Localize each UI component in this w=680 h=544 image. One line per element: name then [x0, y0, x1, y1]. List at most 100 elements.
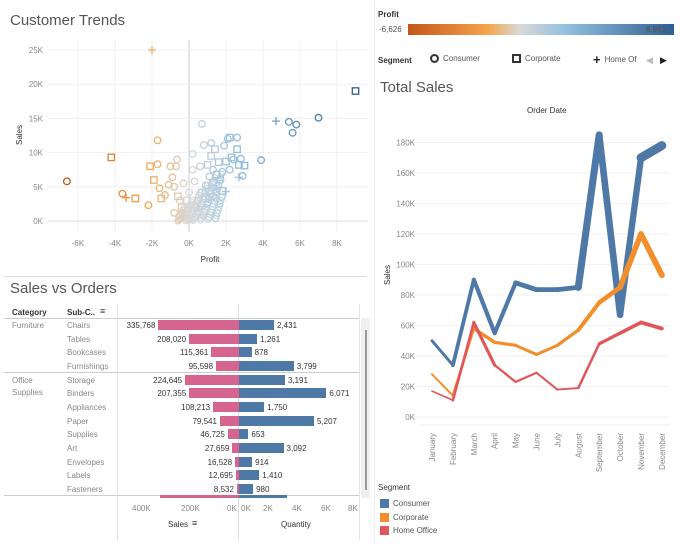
quantity-value-label: 1,261: [260, 334, 281, 344]
line-segment-corporate: [555, 328, 580, 347]
line-segment-consumer: [574, 131, 603, 291]
legend-item-corporate[interactable]: Corporate: [512, 54, 561, 63]
quantity-value-label: 653: [251, 430, 265, 440]
scatter-point-corporate: [149, 176, 158, 184]
quantity-bar[interactable]: [239, 443, 284, 454]
quantity-value-label: 5,207: [316, 416, 337, 426]
subcategory-label: Tables: [67, 334, 91, 344]
y-tick-label: 120K: [396, 230, 415, 239]
sales-bar[interactable]: [189, 333, 239, 344]
line-segment-home-office: [597, 331, 622, 346]
customer-trends-title: Customer Trends: [10, 12, 126, 29]
divider: [4, 318, 360, 319]
scatter-point-home-office: [234, 173, 243, 182]
legend-next-arrow-icon[interactable]: ▶: [660, 55, 667, 65]
quantity-bar[interactable]: [239, 456, 253, 467]
line-chart-header: Order Date: [527, 106, 567, 115]
x-tick-label: June: [533, 432, 542, 450]
scrollbar-thumb[interactable]: [365, 330, 367, 490]
color-legend-item[interactable]: Consumer: [380, 497, 437, 511]
sales-value-label: 108,213: [181, 403, 211, 413]
quantity-axis-label: Quantity: [281, 520, 311, 529]
scatter-point-corporate: [233, 145, 241, 154]
quantity-bar[interactable]: [239, 415, 314, 426]
sales-value-label: 208,020: [157, 334, 187, 344]
subcategory-label: Binders: [67, 389, 95, 399]
quantity-bar[interactable]: [239, 402, 265, 413]
scatter-point-consumer: [233, 133, 242, 142]
sales-tick: 200K: [181, 504, 200, 513]
line-segment-home-office: [535, 371, 559, 391]
sales-bar[interactable]: [219, 415, 239, 426]
line-segment-home-office: [451, 321, 476, 402]
scatter-point-cluster: [213, 188, 221, 196]
subcategory-label: Art: [67, 444, 78, 454]
sales-bar[interactable]: [158, 320, 239, 330]
quantity-bar[interactable]: [239, 361, 294, 371]
sales-bar[interactable]: [189, 388, 239, 399]
subcategory-header[interactable]: Sub-C..: [67, 308, 95, 317]
scatter-point-cluster: [211, 194, 219, 202]
sales-value-label: 16,528: [207, 457, 233, 467]
legend-prev-arrow-icon[interactable]: ◀: [646, 55, 653, 65]
sort-icon[interactable]: ≡: [100, 306, 106, 316]
sales-bar[interactable]: [216, 361, 239, 371]
line-segment-corporate: [617, 231, 644, 291]
sales-bar[interactable]: [227, 429, 239, 440]
quantity-bar[interactable]: [239, 484, 254, 495]
category-header[interactable]: Category: [12, 308, 47, 317]
plus-icon: +: [593, 52, 601, 67]
color-swatch: [380, 512, 389, 522]
scatter-point-cluster: [205, 196, 213, 204]
scatter-point-consumer: [225, 165, 234, 174]
scatter-point-consumer: [144, 201, 153, 210]
scatter-point-cluster: [197, 216, 205, 224]
x-tick-label: December: [658, 433, 667, 470]
sales-bar[interactable]: [232, 443, 239, 454]
x-tick-label: -6K: [72, 239, 85, 248]
scatter-point-cluster: [217, 170, 225, 178]
subcategory-label: Furnishings: [67, 362, 109, 371]
quantity-bar[interactable]: [239, 374, 285, 385]
scatter-point-cluster: [207, 208, 215, 216]
sales-bar[interactable]: [211, 347, 239, 358]
scatter-point-consumer: [196, 162, 205, 171]
scatter-point-home-office: [122, 193, 131, 202]
quantity-bar[interactable]: [239, 333, 258, 344]
sales-bar[interactable]: [235, 456, 239, 467]
legend-item-home-office[interactable]: + Home Of: [593, 52, 637, 67]
quantity-bar[interactable]: [239, 388, 327, 399]
quantity-bar[interactable]: [239, 429, 249, 440]
color-legend-item[interactable]: Home Office: [380, 524, 437, 538]
line-segment-corporate: [514, 343, 538, 356]
sales-bar[interactable]: [185, 374, 239, 385]
x-tick-label: 2K: [221, 239, 231, 248]
line-segment-home-office: [618, 320, 643, 335]
quantity-bar[interactable]: [239, 470, 260, 481]
scatter-point-cluster: [217, 197, 225, 205]
scatter-point-consumer: [185, 188, 193, 197]
scatter-point-consumer: [220, 141, 229, 150]
sales-tick: 400K: [132, 504, 151, 513]
sales-bar[interactable]: [235, 470, 239, 481]
sales-bar[interactable]: [236, 484, 239, 495]
scatter-point-corporate: [240, 161, 249, 170]
scatter-point-cluster: [208, 184, 216, 192]
square-icon: [512, 54, 521, 63]
scatter-point-corporate: [174, 192, 182, 201]
segment-legend-title: Segment: [378, 56, 412, 65]
line-segment-home-office: [472, 320, 497, 367]
scatter-point-consumer: [188, 150, 197, 158]
color-legend-item[interactable]: Corporate: [380, 511, 437, 525]
quantity-bar[interactable]: [239, 320, 274, 330]
scrollbar-track[interactable]: [361, 318, 370, 498]
y-axis-label: Sales: [15, 125, 24, 145]
subcategory-label: Fasteners: [67, 485, 103, 495]
subcategory-label: Chairs: [67, 321, 91, 330]
sales-axis-label[interactable]: Sales: [168, 520, 189, 529]
legend-item-consumer[interactable]: Consumer: [430, 54, 480, 63]
sales-bar[interactable]: [213, 402, 239, 413]
sort-icon[interactable]: ≡: [192, 518, 198, 528]
scatter-point-home-office: [148, 46, 156, 54]
quantity-bar[interactable]: [239, 347, 252, 358]
